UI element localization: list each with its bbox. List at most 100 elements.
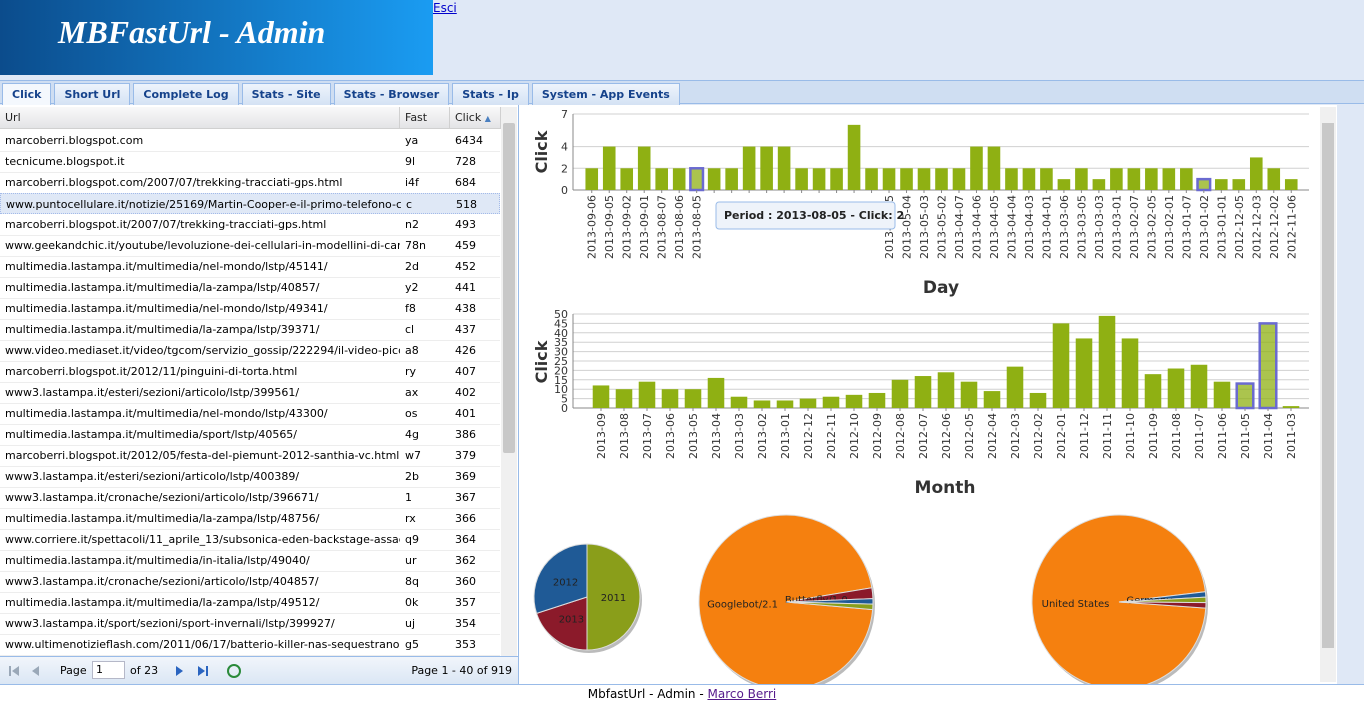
grid-row[interactable]: www.corriere.it/spettacoli/11_aprile_13/…	[0, 529, 500, 551]
grid-row[interactable]: multimedia.lastampa.it/multimedia/la-zam…	[0, 508, 500, 530]
tab[interactable]: System - App Events	[531, 83, 680, 105]
stats-panel: 0 2 4 7 2013-09-06 2013-09-05 2013-09-02 2013-0…	[519, 105, 1337, 684]
bar	[987, 146, 1001, 190]
bar	[914, 376, 932, 408]
column-header[interactable]: Fast	[400, 107, 450, 129]
x-tick-label: 2013-06	[664, 413, 677, 459]
grid-row[interactable]: multimedia.lastampa.it/multimedia/nel-mo…	[0, 256, 500, 278]
x-tick-label: 2011-11	[1101, 413, 1114, 459]
x-tick-label: 2013-05-04	[901, 195, 914, 259]
tab[interactable]: Stats - Browser	[333, 83, 450, 105]
author-link[interactable]: Marco Berri	[707, 687, 777, 701]
bar	[865, 168, 878, 190]
footer: MbfastUrl - Admin - Marco Berri	[0, 684, 1364, 707]
tab[interactable]: Complete Log	[133, 83, 239, 105]
first-page-button[interactable]	[9, 666, 19, 676]
bar	[730, 396, 748, 408]
x-axis-title: Day	[923, 278, 959, 298]
tab[interactable]: Stats - Site	[241, 83, 331, 105]
grid-row[interactable]: tecnicume.blogspot.it 9l 728	[0, 151, 500, 173]
grid-row[interactable]: multimedia.lastampa.it/multimedia/la-zam…	[0, 592, 500, 614]
bar	[638, 381, 656, 408]
grid-row[interactable]: www3.lastampa.it/esteri/sezioni/articolo…	[0, 466, 500, 488]
x-tick-label: 2013-01-01	[1215, 195, 1228, 259]
tab[interactable]: Stats - Ip	[452, 83, 529, 105]
pie-slice	[533, 543, 588, 615]
grid-row[interactable]: www.geekandchic.it/youtube/levoluzione-d…	[0, 235, 500, 257]
grid-cell: www3.lastampa.it/esteri/sezioni/articolo…	[5, 386, 300, 399]
grid-cell: www.ultimenotizieflash.com/2011/06/17/ba…	[5, 638, 400, 651]
grid-row[interactable]: multimedia.lastampa.it/multimedia/la-zam…	[0, 319, 500, 341]
x-tick-label: 2013-05-02	[936, 195, 949, 259]
bar	[891, 379, 909, 408]
next-page-button[interactable]	[176, 666, 183, 676]
grid-cell: f8	[405, 302, 416, 315]
grid-cell: 4g	[405, 428, 419, 441]
logout-link[interactable]: Esci	[433, 1, 457, 15]
x-tick-label: 2013-08	[618, 413, 631, 459]
grid-row[interactable]: www.ultimenotizieflash.com/2011/06/17/ba…	[0, 634, 500, 656]
bar	[1267, 168, 1281, 190]
bar	[620, 168, 634, 190]
grid-row[interactable]: multimedia.lastampa.it/multimedia/sport/…	[0, 424, 500, 446]
bar	[707, 168, 721, 190]
grid-cell: i4f	[405, 176, 419, 189]
x-tick-label: 2012-04	[986, 413, 999, 459]
grid-cell: multimedia.lastampa.it/multimedia/sport/…	[5, 428, 298, 441]
grid-cell: 426	[455, 344, 476, 357]
x-tick-label: 2012-12	[802, 413, 815, 459]
tab[interactable]: Short Url	[54, 83, 131, 105]
x-tick-label: 2012-12-03	[1250, 195, 1263, 259]
y-tick-label: 50	[554, 308, 568, 321]
grid-row[interactable]: marcoberri.blogspot.it/2012/11/pinguini-…	[0, 361, 500, 383]
tab[interactable]: Click	[2, 83, 52, 105]
grid-row[interactable]: www3.lastampa.it/sport/sezioni/sport-inv…	[0, 613, 500, 635]
grid-row[interactable]: www3.lastampa.it/cronache/sezioni/artico…	[0, 487, 500, 509]
x-tick-label: 2013-03-03	[1093, 195, 1106, 259]
grid-row[interactable]: multimedia.lastampa.it/multimedia/nel-mo…	[0, 403, 500, 425]
x-tick-label: 2013-02	[756, 413, 769, 459]
scrollbar[interactable]	[501, 107, 517, 656]
prev-page-button[interactable]	[32, 666, 39, 676]
grid-cell: 728	[455, 155, 476, 168]
bar	[684, 389, 702, 408]
grid-row[interactable]: marcoberri.blogspot.com/2007/07/trekking…	[0, 172, 500, 194]
grid-cell: 493	[455, 218, 476, 231]
column-header[interactable]: Click ▲	[450, 107, 501, 129]
grid-row[interactable]: www3.lastampa.it/esteri/sezioni/articolo…	[0, 382, 500, 404]
grid-row[interactable]: marcoberri.blogspot.it/2012/05/festa-del…	[0, 445, 500, 467]
pie-slice	[698, 514, 874, 684]
scroll-thumb[interactable]	[1322, 123, 1334, 648]
bar	[1162, 168, 1176, 190]
y-tick-label: 45	[554, 317, 568, 330]
bar	[615, 389, 633, 408]
column-header[interactable]: Url	[0, 107, 400, 129]
page-input[interactable]: 1	[92, 661, 125, 679]
grid-row[interactable]: multimedia.lastampa.it/multimedia/in-ita…	[0, 550, 500, 572]
grid-cell: 518	[456, 198, 477, 211]
bar	[935, 168, 948, 190]
grid-row[interactable]: multimedia.lastampa.it/multimedia/la-zam…	[0, 277, 500, 299]
grid-row[interactable]: www.puntocellulare.it/notizie/25169/Mart…	[0, 193, 500, 214]
x-tick-label: 2013-02-05	[1145, 195, 1158, 259]
grid-cell: multimedia.lastampa.it/multimedia/nel-mo…	[5, 407, 328, 420]
grid-cell: g5	[405, 638, 419, 651]
x-tick-label: 2013-03-05	[1075, 195, 1088, 259]
grid-cell: 2b	[405, 470, 419, 483]
refresh-button[interactable]	[227, 664, 241, 678]
grid-row[interactable]: www3.lastampa.it/cronache/sezioni/artico…	[0, 571, 500, 593]
grid-row[interactable]: marcoberri.blogspot.it/2007/07/trekking-…	[0, 214, 500, 236]
bar	[970, 146, 983, 190]
grid-row[interactable]: multimedia.lastampa.it/multimedia/nel-mo…	[0, 298, 500, 320]
grid-row[interactable]: www.video.mediaset.it/video/tgcom/serviz…	[0, 340, 500, 362]
bar	[1075, 338, 1093, 408]
x-tick-label: 2013-01	[779, 413, 792, 459]
x-tick-label: 2012-08	[894, 413, 907, 459]
grid-cell: 78n	[405, 239, 426, 252]
page-summary: Page 1 - 40 of 919	[411, 664, 512, 677]
y-axis-title: Click	[532, 340, 551, 383]
last-page-button[interactable]	[198, 666, 208, 676]
grid-row[interactable]: marcoberri.blogspot.com ya 6434	[0, 130, 500, 152]
x-tick-label: 2011-06	[1216, 413, 1229, 459]
x-tick-label: 2011-05	[1239, 413, 1252, 459]
